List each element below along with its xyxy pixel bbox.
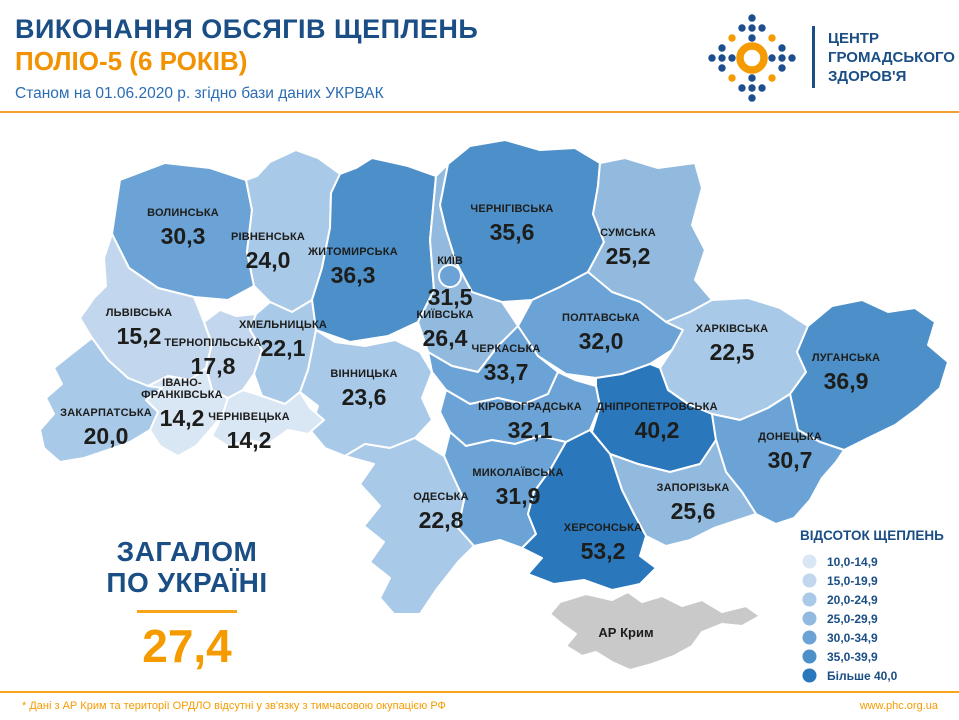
legend-title: ВІДСОТОК ЩЕПЛЕНЬ (800, 528, 944, 543)
header-divider (0, 111, 959, 113)
legend-rows: 10,0-14,9 15,0-19,9 20,0-24,9 25,0-29,9 … (800, 552, 955, 685)
page-subtitle-vaccine: ПОЛІО-5 (6 РОКІВ) (15, 46, 248, 76)
region-chernivetska (211, 389, 325, 447)
legend-item-label: 30,0-34,9 (827, 630, 878, 645)
page-title: ВИКОНАННЯ ОБСЯГІВ ЩЕПЛЕНЬ (15, 14, 479, 44)
legend-item: 30,0-34,9 (802, 628, 955, 647)
region-odeska (344, 437, 475, 615)
legend-swatch-icon (802, 573, 817, 588)
legend-swatch-icon (802, 592, 817, 607)
legend-swatch-icon (802, 611, 817, 626)
legend-item: Більше 40,0 (802, 666, 955, 685)
legend-item: 35,0-39,9 (802, 647, 955, 666)
region-crimea (549, 591, 761, 671)
logo-divider (812, 26, 815, 88)
footer-url-link[interactable]: www.phc.org.ua (859, 700, 938, 712)
legend-swatch-icon (802, 649, 817, 664)
legend-swatch-icon (802, 668, 817, 683)
label-kyiv-city-value: 31,5 (427, 284, 473, 310)
region-zakarpatska (39, 337, 163, 463)
legend-item: 20,0-24,9 (802, 590, 955, 609)
legend-item: 25,0-29,9 (802, 609, 955, 628)
legend-swatch-icon (802, 554, 817, 569)
total-label-line2: ПО УКРАЇНІ (106, 567, 268, 598)
phc-logo-icon (708, 14, 796, 102)
footer-divider (0, 691, 959, 693)
legend-swatch-icon (802, 630, 817, 645)
total-divider (137, 610, 237, 613)
logo-text: ЦЕНТР ГРОМАДСЬКОГО ЗДОРОВ'Я (828, 29, 955, 86)
footer-note: * Дані з АР Крим та території ОРДЛО відс… (22, 700, 446, 712)
legend-item-label: 20,0-24,9 (827, 592, 878, 607)
region-vinnytska (299, 329, 433, 457)
logo-line3: ЗДОРОВ'Я (828, 68, 907, 85)
region-luhanska (789, 299, 949, 451)
legend-item: 15,0-19,9 (802, 571, 955, 590)
logo-line2: ГРОМАДСЬКОГО (828, 49, 955, 66)
legend-item-label: 10,0-14,9 (827, 554, 878, 569)
label-kyiv-city-name: КИЇВ (437, 255, 463, 267)
logo-line1: ЦЕНТР (828, 30, 879, 47)
label-crimea: АР Крим (598, 625, 654, 640)
region-khersonska (521, 429, 657, 591)
legend-item-label: 25,0-29,9 (827, 611, 878, 626)
legend-item-label: 35,0-39,9 (827, 649, 878, 664)
legend-item-label: Більше 40,0 (827, 668, 898, 683)
region-kyiv-city (438, 264, 462, 288)
legend-item: 10,0-14,9 (802, 552, 955, 571)
ukraine-total-block: ЗАГАЛОМ ПО УКРАЇНІ 27,4 (62, 536, 312, 669)
data-source-note: Станом на 01.06.2020 р. згідно бази дани… (15, 85, 384, 102)
total-label-line1: ЗАГАЛОМ (116, 536, 258, 567)
legend-item-label: 15,0-19,9 (827, 573, 878, 588)
legend: ВІДСОТОК ЩЕПЛЕНЬ 10,0-14,9 15,0-19,9 20,… (800, 528, 955, 685)
total-value: 27,4 (142, 620, 232, 672)
region-donetska (711, 393, 845, 525)
